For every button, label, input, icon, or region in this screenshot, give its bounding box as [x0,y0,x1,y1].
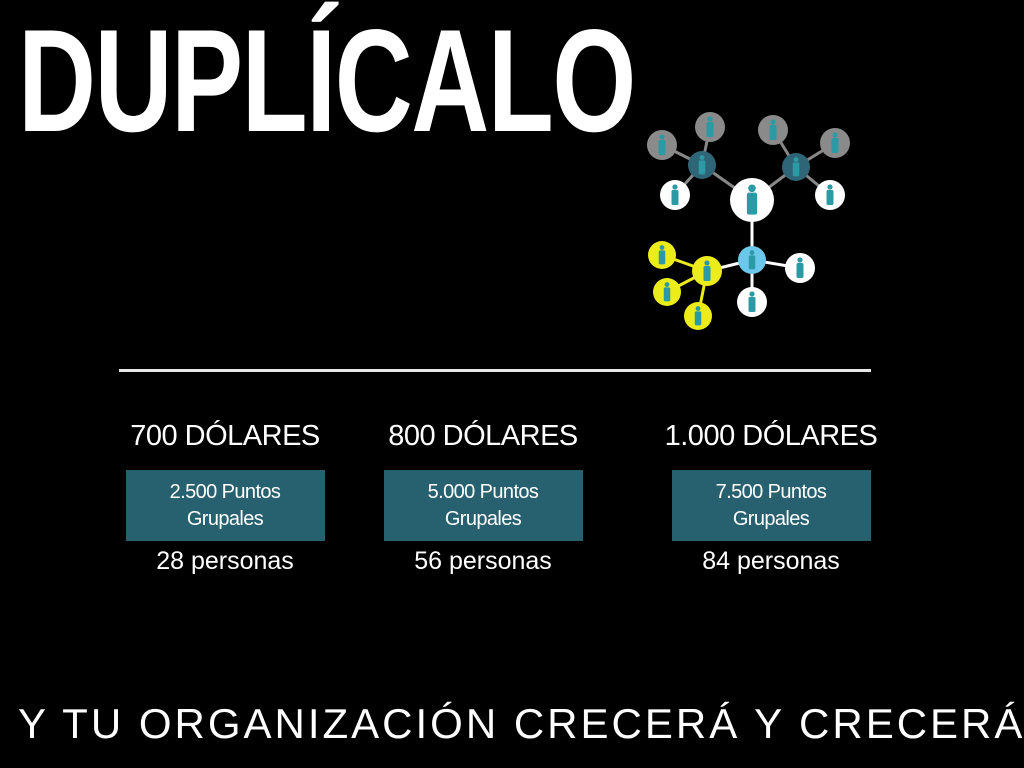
points-line: 5.000 Puntos [427,480,539,503]
points-box: 7.500 Puntos Grupales [671,470,871,541]
person-node-icon [648,241,676,269]
person-node-icon [695,112,725,142]
points-line: 7.500 Puntos [715,480,827,503]
level-column: 700 DÓLARES 2.500 Puntos Grupales 28 per… [105,420,345,576]
points-line: Grupales [186,507,264,530]
slide-title: DUPLÍCALO [18,0,636,162]
tagline: Y TU ORGANIZACIÓN CRECERÁ Y CRECERÁ [18,700,1024,747]
person-node-icon [684,302,712,330]
person-node-icon [730,178,774,222]
points-box: 5.000 Puntos Grupales [383,470,583,541]
person-node-icon [688,151,716,179]
people-count: 56 personas [414,547,552,575]
points-line: 2.500 Puntos [169,480,281,503]
level-column: 800 DÓLARES 5.000 Puntos Grupales 56 per… [363,420,603,576]
level-price: 700 DÓLARES [130,420,320,452]
people-count: 28 personas [156,547,294,575]
person-node-icon [692,256,722,286]
points-box: 2.500 Puntos Grupales [125,470,325,541]
person-node-icon [785,253,815,283]
person-node-icon [660,180,690,210]
divider-line [119,369,871,372]
person-node-icon [647,130,677,160]
person-node-icon [653,278,681,306]
level-price: 1.000 DÓLARES [664,420,878,452]
person-node-icon [758,115,788,145]
person-node-icon [820,128,850,158]
level-price: 800 DÓLARES [388,420,578,452]
points-line: Grupales [732,507,810,530]
points-line: Grupales [444,507,522,530]
person-node-icon [738,246,766,274]
person-node-icon [782,153,810,181]
level-column: 1.000 DÓLARES 7.500 Puntos Grupales 84 p… [641,420,901,576]
person-node-icon [815,180,845,210]
people-count: 84 personas [702,547,840,575]
person-node-icon [737,287,767,317]
